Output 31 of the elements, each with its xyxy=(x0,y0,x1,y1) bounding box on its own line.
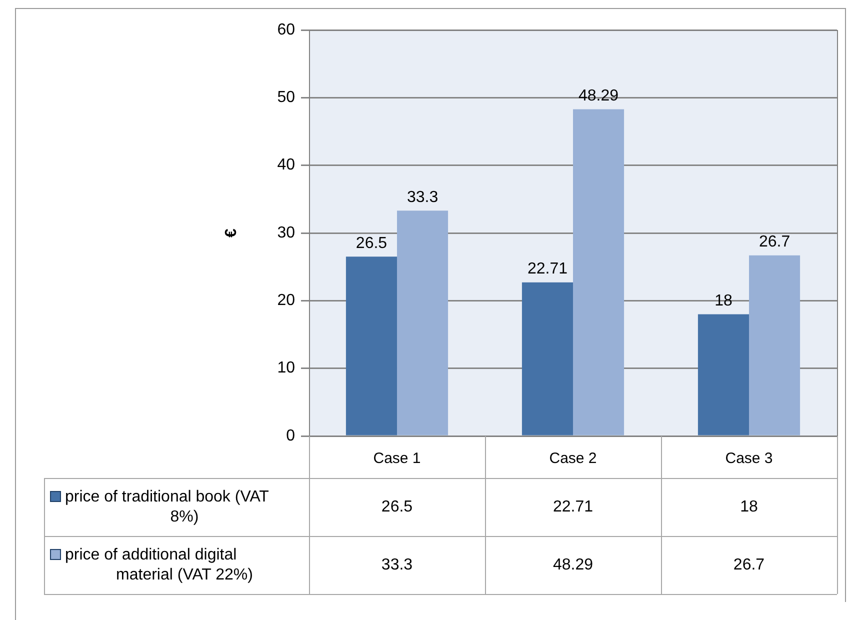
data-label: 18 xyxy=(714,292,732,310)
y-tick-label: 30 xyxy=(277,224,296,242)
bar xyxy=(522,282,573,436)
x-tick-label: Case 2 xyxy=(549,450,597,468)
text: 18 xyxy=(740,498,758,516)
x-tick-label: Case 1 xyxy=(373,450,421,468)
text: 26.7 xyxy=(733,556,765,574)
text: 26.5 xyxy=(381,498,413,516)
data-label: 22.71 xyxy=(527,260,568,278)
bar xyxy=(749,255,800,436)
text: 22.71 xyxy=(552,498,594,516)
y-tick-label: 40 xyxy=(277,156,296,174)
bar xyxy=(573,109,624,436)
data-label: 26.7 xyxy=(758,234,790,251)
bar xyxy=(698,314,749,436)
legend-label: price of additional digital material (VAT 22%) xyxy=(65,546,253,584)
text: 48.29 xyxy=(552,556,594,574)
y-tick-label: 50 xyxy=(277,89,296,106)
y-tick-label: 0 xyxy=(286,427,296,444)
y-tick-label: 20 xyxy=(277,292,296,310)
x-tick-label: Case 3 xyxy=(725,450,773,468)
legend-label: price of traditional book (VAT 8%) xyxy=(65,488,270,526)
y-tick-label: 10 xyxy=(277,360,296,377)
data-label: 33.3 xyxy=(406,189,438,206)
data-label: 26.5 xyxy=(356,235,388,252)
y-axis-title: € xyxy=(223,228,240,238)
bar xyxy=(397,210,448,436)
text: 33.3 xyxy=(381,556,413,574)
bar xyxy=(346,256,397,436)
data-label: 48.29 xyxy=(578,88,619,105)
y-tick-label: 60 xyxy=(277,21,296,38)
